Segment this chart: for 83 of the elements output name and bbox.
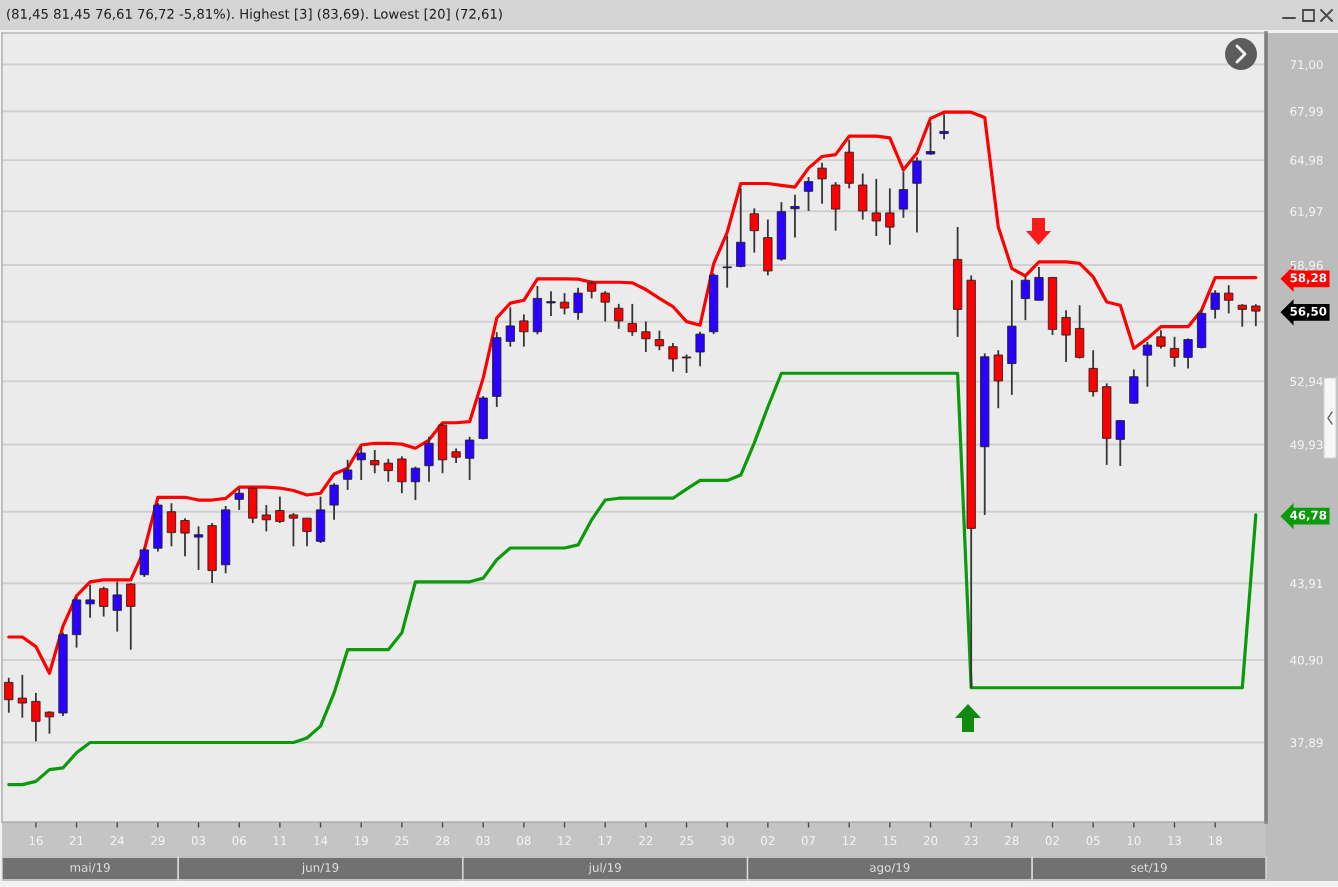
candlestick [302,517,312,548]
candlestick [925,121,936,156]
candlestick [871,177,881,237]
candlestick [519,313,529,348]
candlestick [600,290,610,323]
y-tick-label: 61,97 [1290,207,1323,218]
candlestick [17,673,27,719]
candlestick [939,113,949,141]
candlestick [898,170,909,219]
text: jul/19 [588,862,621,875]
candlestick [1237,303,1247,328]
candlestick [44,710,55,735]
candlestick [681,353,692,374]
candlestick [559,292,570,316]
candlestick [1115,419,1125,467]
candlestick [261,504,271,533]
candlestick [193,525,204,571]
candlestick [356,445,366,481]
candlestick [885,187,895,246]
candlestick [343,458,353,491]
candlestick [817,161,827,205]
candlestick [641,320,651,353]
y-tick-label: 64,98 [1290,155,1323,166]
candlestick [1183,337,1193,370]
candlestick [546,290,556,317]
y-tick-label: 40,90 [1290,655,1323,666]
y-tick-label: 58,96 [1290,260,1323,271]
candlestick [465,435,475,481]
candlestick [329,482,339,521]
y-tick-label: 49,93 [1290,440,1323,451]
y-tick-label: 71,00 [1290,60,1323,71]
candlestick [695,330,705,368]
y-tick-label: 67,99 [1290,106,1323,118]
candlestick [99,585,109,618]
candlestick [614,302,624,330]
candlestick [1088,349,1098,398]
chart-title: (81,45 81,45 76,61 76,72 -5,81%). Highest [3] (83,69). Lowest [20] (72,61) [7,8,502,22]
candlestick [803,176,814,212]
y-tick-label: 58,28 [1290,273,1327,284]
candlestick [668,342,678,373]
text: mai/19 [70,862,110,873]
candlestick [234,487,244,511]
candlestick [4,676,14,714]
line-series [7,110,1258,675]
candlestick [627,302,637,337]
candlestick [1251,303,1261,328]
candlestick [573,286,583,321]
candlestick [1020,275,1031,322]
candlestick [288,512,299,548]
y-tick-label: 37,89 [1290,738,1323,749]
candlestick [749,207,759,254]
candlestick [180,517,190,558]
candlestick [397,455,407,495]
candlestick [1061,309,1071,363]
candlestick [1224,284,1234,315]
candlestick [1210,289,1220,320]
text: jun/19 [301,862,339,875]
candlestick [275,495,285,524]
text: set/19 [1131,863,1167,873]
candlestick [31,692,41,743]
candlestick [790,193,800,239]
candlestick [1169,335,1180,368]
candlestick [1156,329,1166,350]
candlestick [126,582,136,651]
text: ago/19 [870,863,910,875]
candlestick [912,156,922,234]
line-series [7,371,1258,787]
candlestick [654,329,665,352]
y-tick-label: 43,91 [1290,579,1323,590]
candlestick [424,435,434,483]
candlestick [166,502,177,548]
candlestick [370,449,380,475]
candlestick [505,306,515,348]
candlestick [383,458,393,483]
candlestick [1034,266,1044,302]
candlestick [410,465,421,501]
candlestick [1142,341,1153,388]
y-tick-label: 52,94 [1290,377,1323,388]
y-tick-label: 46,78 [1290,510,1327,522]
y-tick-label: 56,50 [1290,306,1327,318]
candlestick [722,234,732,289]
candlestick [112,580,122,633]
candlestick [85,583,95,619]
